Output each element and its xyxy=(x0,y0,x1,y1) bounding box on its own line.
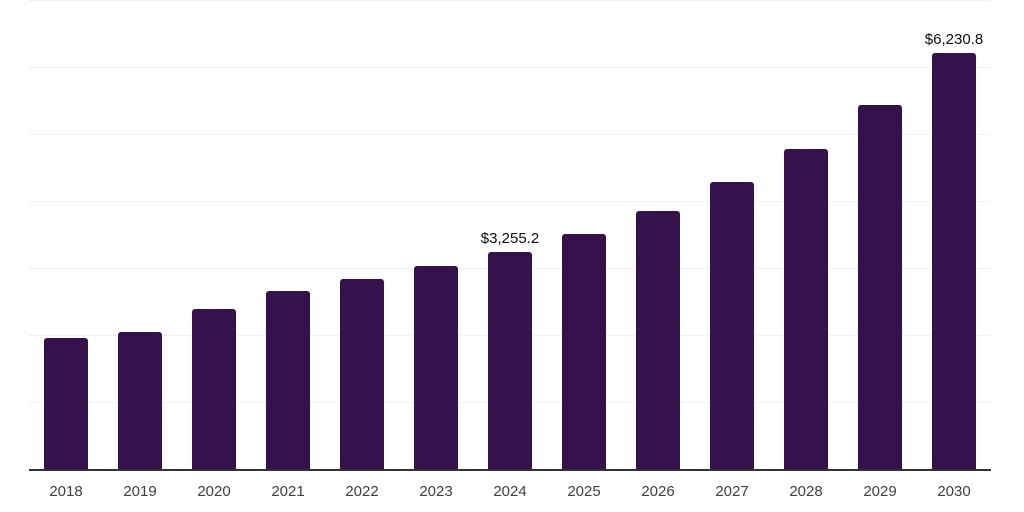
gridline xyxy=(29,201,991,202)
bar-slot xyxy=(769,1,843,470)
bar-slot xyxy=(621,1,695,470)
bar-2025 xyxy=(562,233,606,470)
x-tick-label: 2023 xyxy=(419,483,453,500)
bar-2028 xyxy=(784,149,828,470)
bar-2020 xyxy=(192,309,236,470)
x-tick-label: 2028 xyxy=(789,483,823,500)
bar-2024 xyxy=(488,251,532,470)
bar-2019 xyxy=(118,332,162,470)
bar-slot: $3,255.2 xyxy=(473,1,547,470)
x-tick-label: 2025 xyxy=(567,483,601,500)
x-tick-label: 2026 xyxy=(641,483,675,500)
bar-2027 xyxy=(710,182,754,470)
bar-2022 xyxy=(340,279,384,470)
bar-slot xyxy=(695,1,769,470)
x-tick-label: 2024 xyxy=(493,483,527,500)
x-tick-label: 2027 xyxy=(715,483,749,500)
plot-area: $3,255.2 $6,230.8 xyxy=(29,0,991,471)
bar-slot xyxy=(325,1,399,470)
gridline xyxy=(29,67,991,68)
bar-slot xyxy=(843,1,917,470)
x-tick-label: 2018 xyxy=(49,483,83,500)
x-axis-line xyxy=(29,469,991,471)
x-tick-label: 2020 xyxy=(197,483,231,500)
bar-2018 xyxy=(44,338,88,470)
bar-slot: $6,230.8 xyxy=(917,1,991,470)
x-axis-labels: 2018 2019 2020 2021 2022 2023 2024 2025 2026 2027… xyxy=(29,483,991,501)
bar-slot xyxy=(547,1,621,470)
bar-2030 xyxy=(932,52,976,470)
bar-2029 xyxy=(858,104,902,470)
bars: $3,255.2 $6,230.8 xyxy=(29,1,991,470)
bar-value-label: $3,255.2 xyxy=(480,229,540,247)
bar-2023 xyxy=(414,266,458,470)
gridline xyxy=(29,134,991,135)
x-tick-label: 2029 xyxy=(863,483,897,500)
bar-value-label: $6,230.8 xyxy=(924,30,984,48)
bar-slot xyxy=(251,1,325,470)
x-tick-label: 2030 xyxy=(937,483,971,500)
bar-slot xyxy=(177,1,251,470)
bar-2021 xyxy=(266,290,310,470)
x-tick-label: 2019 xyxy=(123,483,157,500)
bar-slot xyxy=(399,1,473,470)
bar-2026 xyxy=(636,211,680,470)
bar-slot xyxy=(103,1,177,470)
x-tick-label: 2021 xyxy=(271,483,305,500)
x-tick-label: 2022 xyxy=(345,483,379,500)
gridline xyxy=(29,0,991,1)
bar-slot xyxy=(29,1,103,470)
